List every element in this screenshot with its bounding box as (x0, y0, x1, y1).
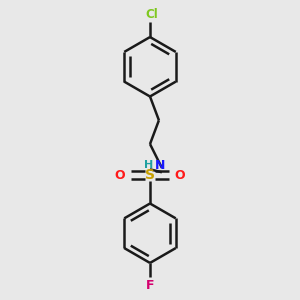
Text: F: F (146, 279, 154, 292)
Text: O: O (175, 169, 185, 182)
Text: S: S (145, 168, 155, 182)
Text: N: N (155, 159, 166, 172)
Text: H: H (144, 160, 153, 170)
Text: Cl: Cl (145, 8, 158, 21)
Text: O: O (115, 169, 125, 182)
